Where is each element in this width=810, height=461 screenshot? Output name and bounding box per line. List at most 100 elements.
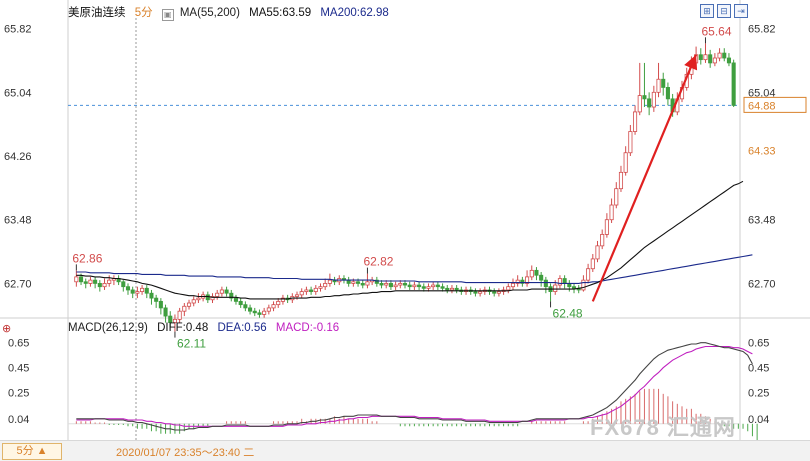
candle-body bbox=[431, 284, 436, 288]
candle-body bbox=[435, 284, 440, 288]
annotation-label: 62.11 bbox=[177, 337, 206, 351]
candle-body bbox=[74, 276, 79, 283]
candle-body bbox=[393, 284, 398, 288]
candle-body bbox=[309, 289, 314, 292]
candle-body bbox=[642, 95, 647, 100]
candle-body bbox=[515, 279, 520, 284]
candle-body bbox=[614, 188, 619, 206]
candle-body bbox=[543, 279, 548, 288]
scroll-end-button[interactable]: ⇥ bbox=[734, 4, 748, 18]
macd-readout: MACD:-0.16 bbox=[275, 322, 340, 334]
candle-body bbox=[726, 57, 732, 64]
candle-body bbox=[534, 269, 539, 276]
instrument-title[interactable]: 美原油连续 bbox=[68, 7, 126, 19]
candle-body bbox=[365, 281, 370, 286]
watermark-logo: FX678 汇通网 bbox=[590, 415, 736, 440]
candle-body bbox=[407, 284, 412, 288]
candle-body bbox=[581, 279, 586, 291]
candle-body bbox=[492, 291, 497, 294]
footer-bar: 5分 ▲ 2020/01/07 23:35～23:40 二 bbox=[0, 440, 810, 461]
candle-body bbox=[144, 287, 149, 294]
annotation-label: 62.48 bbox=[553, 306, 583, 320]
candle-body bbox=[609, 204, 614, 221]
price-tick-left: 65.04 bbox=[4, 87, 32, 99]
candle-body bbox=[417, 284, 422, 288]
diff-readout: DIFF:0.48 bbox=[157, 322, 209, 334]
chart-grid bbox=[0, 0, 810, 440]
candle-body bbox=[379, 283, 384, 286]
candle-body bbox=[637, 95, 642, 113]
candle-body bbox=[257, 312, 262, 315]
indicator-label[interactable]: MA(55,200) bbox=[179, 7, 240, 19]
indicator-box-icon[interactable]: ▣ bbox=[161, 9, 174, 21]
candle-body bbox=[717, 52, 722, 59]
candle-body bbox=[586, 268, 591, 281]
zoom-in-button[interactable]: ⊞ bbox=[700, 4, 714, 18]
dea-readout: DEA:0.56 bbox=[217, 322, 267, 334]
candle-body bbox=[304, 289, 309, 292]
axis-labels: 65.82 65.04 64.26 63.48 62.70 65.82 65.04 64.33… bbox=[4, 24, 776, 426]
candle-body bbox=[78, 276, 84, 283]
candle-body bbox=[182, 305, 187, 312]
candle-body bbox=[280, 297, 285, 302]
candle-body bbox=[628, 131, 633, 154]
chart-header: 美原油连续 5分 ▣ MA(55,200) MA55:63.59 MA200:62… bbox=[68, 4, 395, 21]
candle-body bbox=[83, 281, 88, 284]
candle-body bbox=[647, 98, 652, 108]
candle-body bbox=[557, 278, 562, 286]
ma55-line bbox=[76, 180, 744, 300]
candle-body bbox=[210, 296, 215, 301]
candle-body bbox=[177, 310, 182, 320]
candle-body bbox=[313, 287, 318, 292]
candle-body bbox=[412, 284, 417, 288]
candle-body bbox=[271, 304, 276, 309]
candle-body bbox=[440, 286, 445, 289]
candle-body bbox=[520, 279, 525, 284]
macd-title[interactable]: MACD(26,12,9) bbox=[68, 322, 148, 334]
candle-body bbox=[595, 245, 600, 260]
candle-body bbox=[163, 307, 168, 317]
price-tick-left: 64.26 bbox=[4, 151, 32, 163]
candle-body bbox=[205, 294, 210, 301]
price-tick-left: 62.70 bbox=[4, 278, 32, 290]
candle-body bbox=[525, 276, 530, 284]
candle-body bbox=[107, 279, 112, 284]
period-label[interactable]: 5分 bbox=[134, 7, 153, 19]
annotation-label: 62.86 bbox=[72, 251, 102, 265]
candle-body bbox=[88, 279, 93, 284]
annotation-label: 65.64 bbox=[701, 24, 731, 38]
candle-body bbox=[604, 219, 609, 235]
candle-body bbox=[421, 286, 426, 289]
candle-body bbox=[158, 300, 163, 309]
candle-body bbox=[506, 286, 511, 291]
candle-body bbox=[553, 284, 558, 292]
candle-body bbox=[510, 283, 516, 288]
ma200-line bbox=[76, 254, 753, 284]
candle-body bbox=[215, 292, 220, 297]
macd-tick-right: 0.65 bbox=[748, 338, 769, 350]
candle-body bbox=[449, 287, 454, 291]
macd-tick-right: 0.04 bbox=[748, 414, 769, 426]
price-tick-left: 63.48 bbox=[4, 215, 32, 227]
candle-body bbox=[323, 283, 328, 288]
candle-body bbox=[656, 78, 661, 93]
candle-body bbox=[478, 291, 483, 294]
candle-body bbox=[426, 286, 431, 289]
macd-tick-left: 0.65 bbox=[8, 338, 29, 350]
candle-body bbox=[294, 294, 300, 297]
candle-body bbox=[224, 289, 229, 294]
candle-body bbox=[140, 287, 145, 292]
candle-body bbox=[262, 310, 267, 315]
period-select[interactable]: 5分 ▲ bbox=[2, 443, 62, 460]
macd-tick-left: 0.04 bbox=[8, 414, 29, 426]
price-tick-right: 62.70 bbox=[748, 278, 776, 290]
candle-body bbox=[172, 318, 177, 324]
price-tick-left: 65.82 bbox=[4, 24, 32, 36]
zoom-out-button[interactable]: ⊟ bbox=[717, 4, 731, 18]
candle-body bbox=[600, 234, 605, 247]
candle-body bbox=[712, 57, 717, 64]
candle-body bbox=[219, 289, 224, 294]
crosshair-icon[interactable]: ⊕ bbox=[2, 323, 12, 335]
candle-body bbox=[196, 297, 201, 301]
candle-body bbox=[125, 286, 131, 291]
